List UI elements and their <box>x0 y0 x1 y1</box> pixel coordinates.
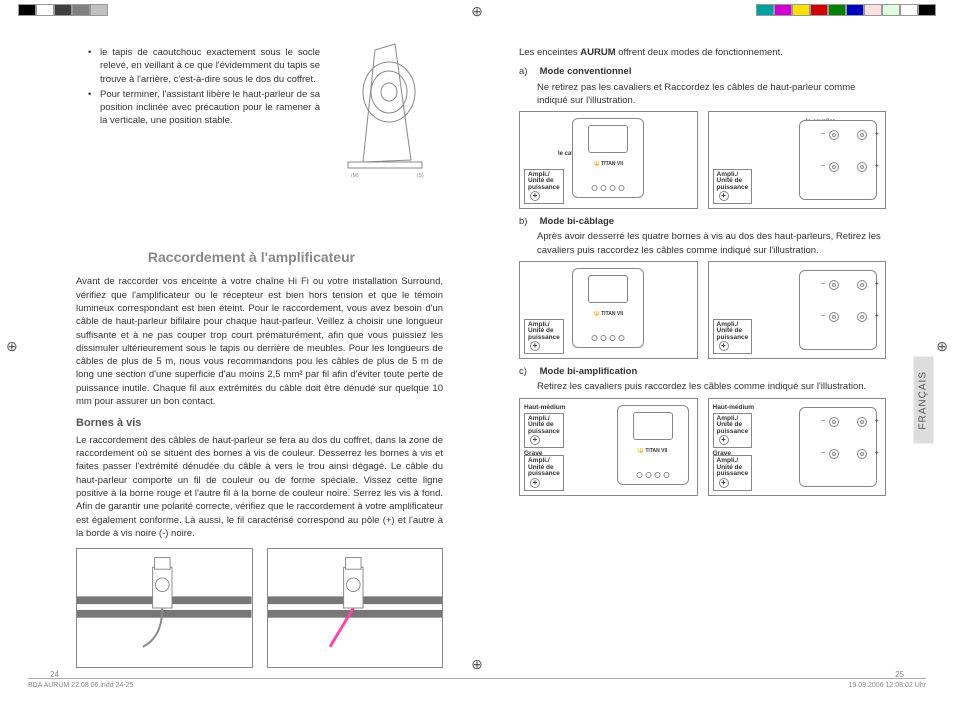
bullet-2: Pour terminer, l'assistant libère le hau… <box>100 88 320 128</box>
mode-b-title: Mode bi-câblage <box>540 216 614 227</box>
mode-a-body: Ne retirez pas les cavaliers et Raccorde… <box>503 81 886 108</box>
bullet-1: le tapis de caoutchouc exactement sous l… <box>100 46 320 86</box>
diag-c2: Haut-médium Ampli./ Unité de puissance+ … <box>708 398 887 496</box>
intro-line: Les enceintes AURUM offrent deux modes d… <box>503 46 886 59</box>
page-right: Les enceintes AURUM offrent deux modes d… <box>487 30 926 684</box>
mode-c: c) Mode bi-amplification <box>519 365 886 378</box>
speaker-figure: (M) (S) <box>323 32 443 182</box>
amp-box-b2: Ampli./ Unité de puissance+ <box>713 319 753 355</box>
amp-box-a1: Ampli./ Unité de puissance+ <box>524 169 564 205</box>
mode-b-body: Après avoir desserré les quatre bornes à… <box>503 230 886 257</box>
colorbar-left <box>18 4 108 16</box>
footer: BDA AURUM 22.08.06.indd 24-25 19.09.2006… <box>28 678 926 691</box>
haut-label: Haut-médium <box>524 403 566 412</box>
subheading-bornes: Bornes à vis <box>76 416 443 431</box>
diag-c1: Haut-médium Ampli./ Unité de puissance+ … <box>519 398 698 496</box>
mode-a-title: Mode conventionnel <box>540 66 632 77</box>
page-left: le tapis de caoutchouc exactement sous l… <box>28 30 459 684</box>
speaker-back-a1: 🔱 TITAN VII <box>572 118 644 198</box>
speaker-back-b1: 🔱 TITAN VII <box>572 268 644 348</box>
para-1: Avant de raccorder vos enceinte à votre … <box>60 275 443 408</box>
amp-box-c1-bot: Ampli./ Unité de puissance+ <box>524 455 564 491</box>
diag-b2: −+ −+ Ampli./ Unité de puissance+ <box>708 261 887 359</box>
haut-label-2: Haut-médium <box>713 403 755 412</box>
section-heading: Raccordement à l'amplificateur <box>60 248 443 268</box>
footer-date: 19.09.2006 12:08:02 Uhr <box>849 681 926 691</box>
colorbar-right <box>756 4 936 16</box>
diag-a1: le cavalier 🔱 TITAN VII Ampli./ Unité de… <box>519 111 698 209</box>
reg-left: ⊕ <box>6 337 18 357</box>
mode-b: b) Mode bi-câblage <box>519 215 886 228</box>
page-spread: le tapis de caoutchouc exactement sous l… <box>0 0 954 714</box>
amp-box-c2-bot: Ampli./ Unité de puissance+ <box>713 455 753 491</box>
mode-a: a) Mode conventionnel <box>519 65 886 78</box>
amp-box-b1: Ampli./ Unité de puissance+ <box>524 319 564 355</box>
reg-right: ⊕ <box>936 337 948 357</box>
cable-figures <box>60 548 443 668</box>
svg-text:(S): (S) <box>417 173 424 179</box>
footer-file: BDA AURUM 22.08.06.indd 24-25 <box>28 681 133 691</box>
reg-top: ⊕ <box>471 2 483 22</box>
reg-bottom: ⊕ <box>471 655 483 675</box>
amp-box-c2-top: Ampli./ Unité de puissance+ <box>713 413 753 449</box>
svg-text:(M): (M) <box>351 173 359 179</box>
amp-box-c1-top: Ampli./ Unité de puissance+ <box>524 413 564 449</box>
diag-b1: 🔱 TITAN VII Ampli./ Unité de puissance+ <box>519 261 698 359</box>
diag-row-a: le cavalier 🔱 TITAN VII Ampli./ Unité de… <box>503 111 886 209</box>
para-2: Le raccordement des câbles de haut-parle… <box>60 434 443 540</box>
mode-c-body: Retirez les cavaliers puis raccordez les… <box>503 380 886 393</box>
mode-a-id: a) <box>519 65 537 78</box>
cable-fig-1 <box>76 548 253 668</box>
diag-row-b: 🔱 TITAN VII Ampli./ Unité de puissance+ … <box>503 261 886 359</box>
diag-a2: le cavalier −+ −+ Ampli./ Unité de puiss… <box>708 111 887 209</box>
mode-b-id: b) <box>519 215 537 228</box>
speaker-back-c1: 🔱 TITAN VII <box>617 405 689 485</box>
mode-c-title: Mode bi-amplification <box>540 366 638 377</box>
cable-fig-2 <box>267 548 444 668</box>
diag-row-c: Haut-médium Ampli./ Unité de puissance+ … <box>503 398 886 496</box>
amp-box-a2: Ampli./ Unité de puissance+ <box>713 169 753 205</box>
language-tab: FRANÇAIS <box>914 357 934 444</box>
mode-c-id: c) <box>519 365 537 378</box>
